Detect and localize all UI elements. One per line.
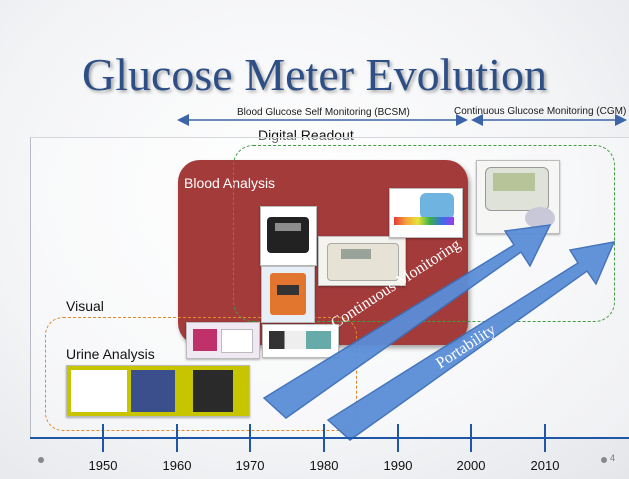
tick-1950 xyxy=(102,424,104,452)
tick-1970 xyxy=(249,424,251,452)
bcsm-label: Blood Glucose Self Monitoring (BCSM) xyxy=(237,107,410,118)
year-1980: 1980 xyxy=(309,458,339,473)
tick-2010 xyxy=(544,424,546,452)
bullet-left xyxy=(38,457,44,463)
year-1990: 1990 xyxy=(383,458,413,473)
tick-1990 xyxy=(397,424,399,452)
year-1970: 1970 xyxy=(235,458,265,473)
slide-title: Glucose Meter Evolution xyxy=(81,49,547,100)
tick-1980 xyxy=(323,424,325,452)
blood-analysis-label: Blood Analysis xyxy=(184,175,276,191)
cgm-pump-photo xyxy=(476,160,560,234)
tick-2000 xyxy=(470,424,472,452)
bullet-right xyxy=(601,457,607,463)
continuous-monitoring-arrow xyxy=(262,224,552,419)
digital-readout-label: Digital Readout xyxy=(258,127,354,143)
meter-photo-4 xyxy=(389,188,463,238)
visual-label: Visual xyxy=(66,298,104,314)
meter-photo-1 xyxy=(260,206,317,266)
page-number: 4 xyxy=(610,453,616,463)
year-1960: 1960 xyxy=(162,458,192,473)
timeline-axis xyxy=(30,437,629,439)
portability-arrow xyxy=(326,241,616,441)
cgm-label: Continuous Glucose Monitoring (CGM) xyxy=(454,106,627,117)
digital-readout-region xyxy=(233,145,615,322)
strip-photo-1 xyxy=(186,322,260,359)
year-1950: 1950 xyxy=(88,458,118,473)
meter-photo-3 xyxy=(318,236,406,286)
tick-1960 xyxy=(176,424,178,452)
year-2010: 2010 xyxy=(530,458,560,473)
year-2000: 2000 xyxy=(456,458,486,473)
urine-analysis-label: Urine Analysis xyxy=(66,346,155,362)
urine-analysis-region xyxy=(45,317,357,431)
strip-photo-2 xyxy=(262,324,339,358)
meter-photo-2 xyxy=(261,266,315,323)
urine-strip-photo xyxy=(66,365,250,417)
